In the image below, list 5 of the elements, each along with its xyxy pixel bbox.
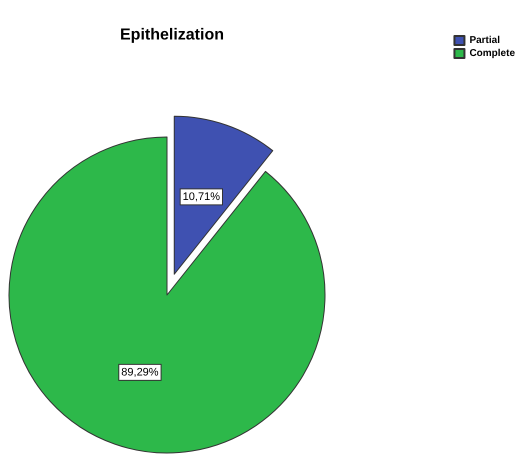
chart-title: Epithelization bbox=[120, 26, 224, 44]
legend-label: Complete bbox=[469, 48, 516, 59]
legend-label: Partial bbox=[469, 35, 500, 46]
data-label: 10,71% bbox=[182, 190, 220, 203]
data-label: 89,29% bbox=[121, 366, 159, 378]
